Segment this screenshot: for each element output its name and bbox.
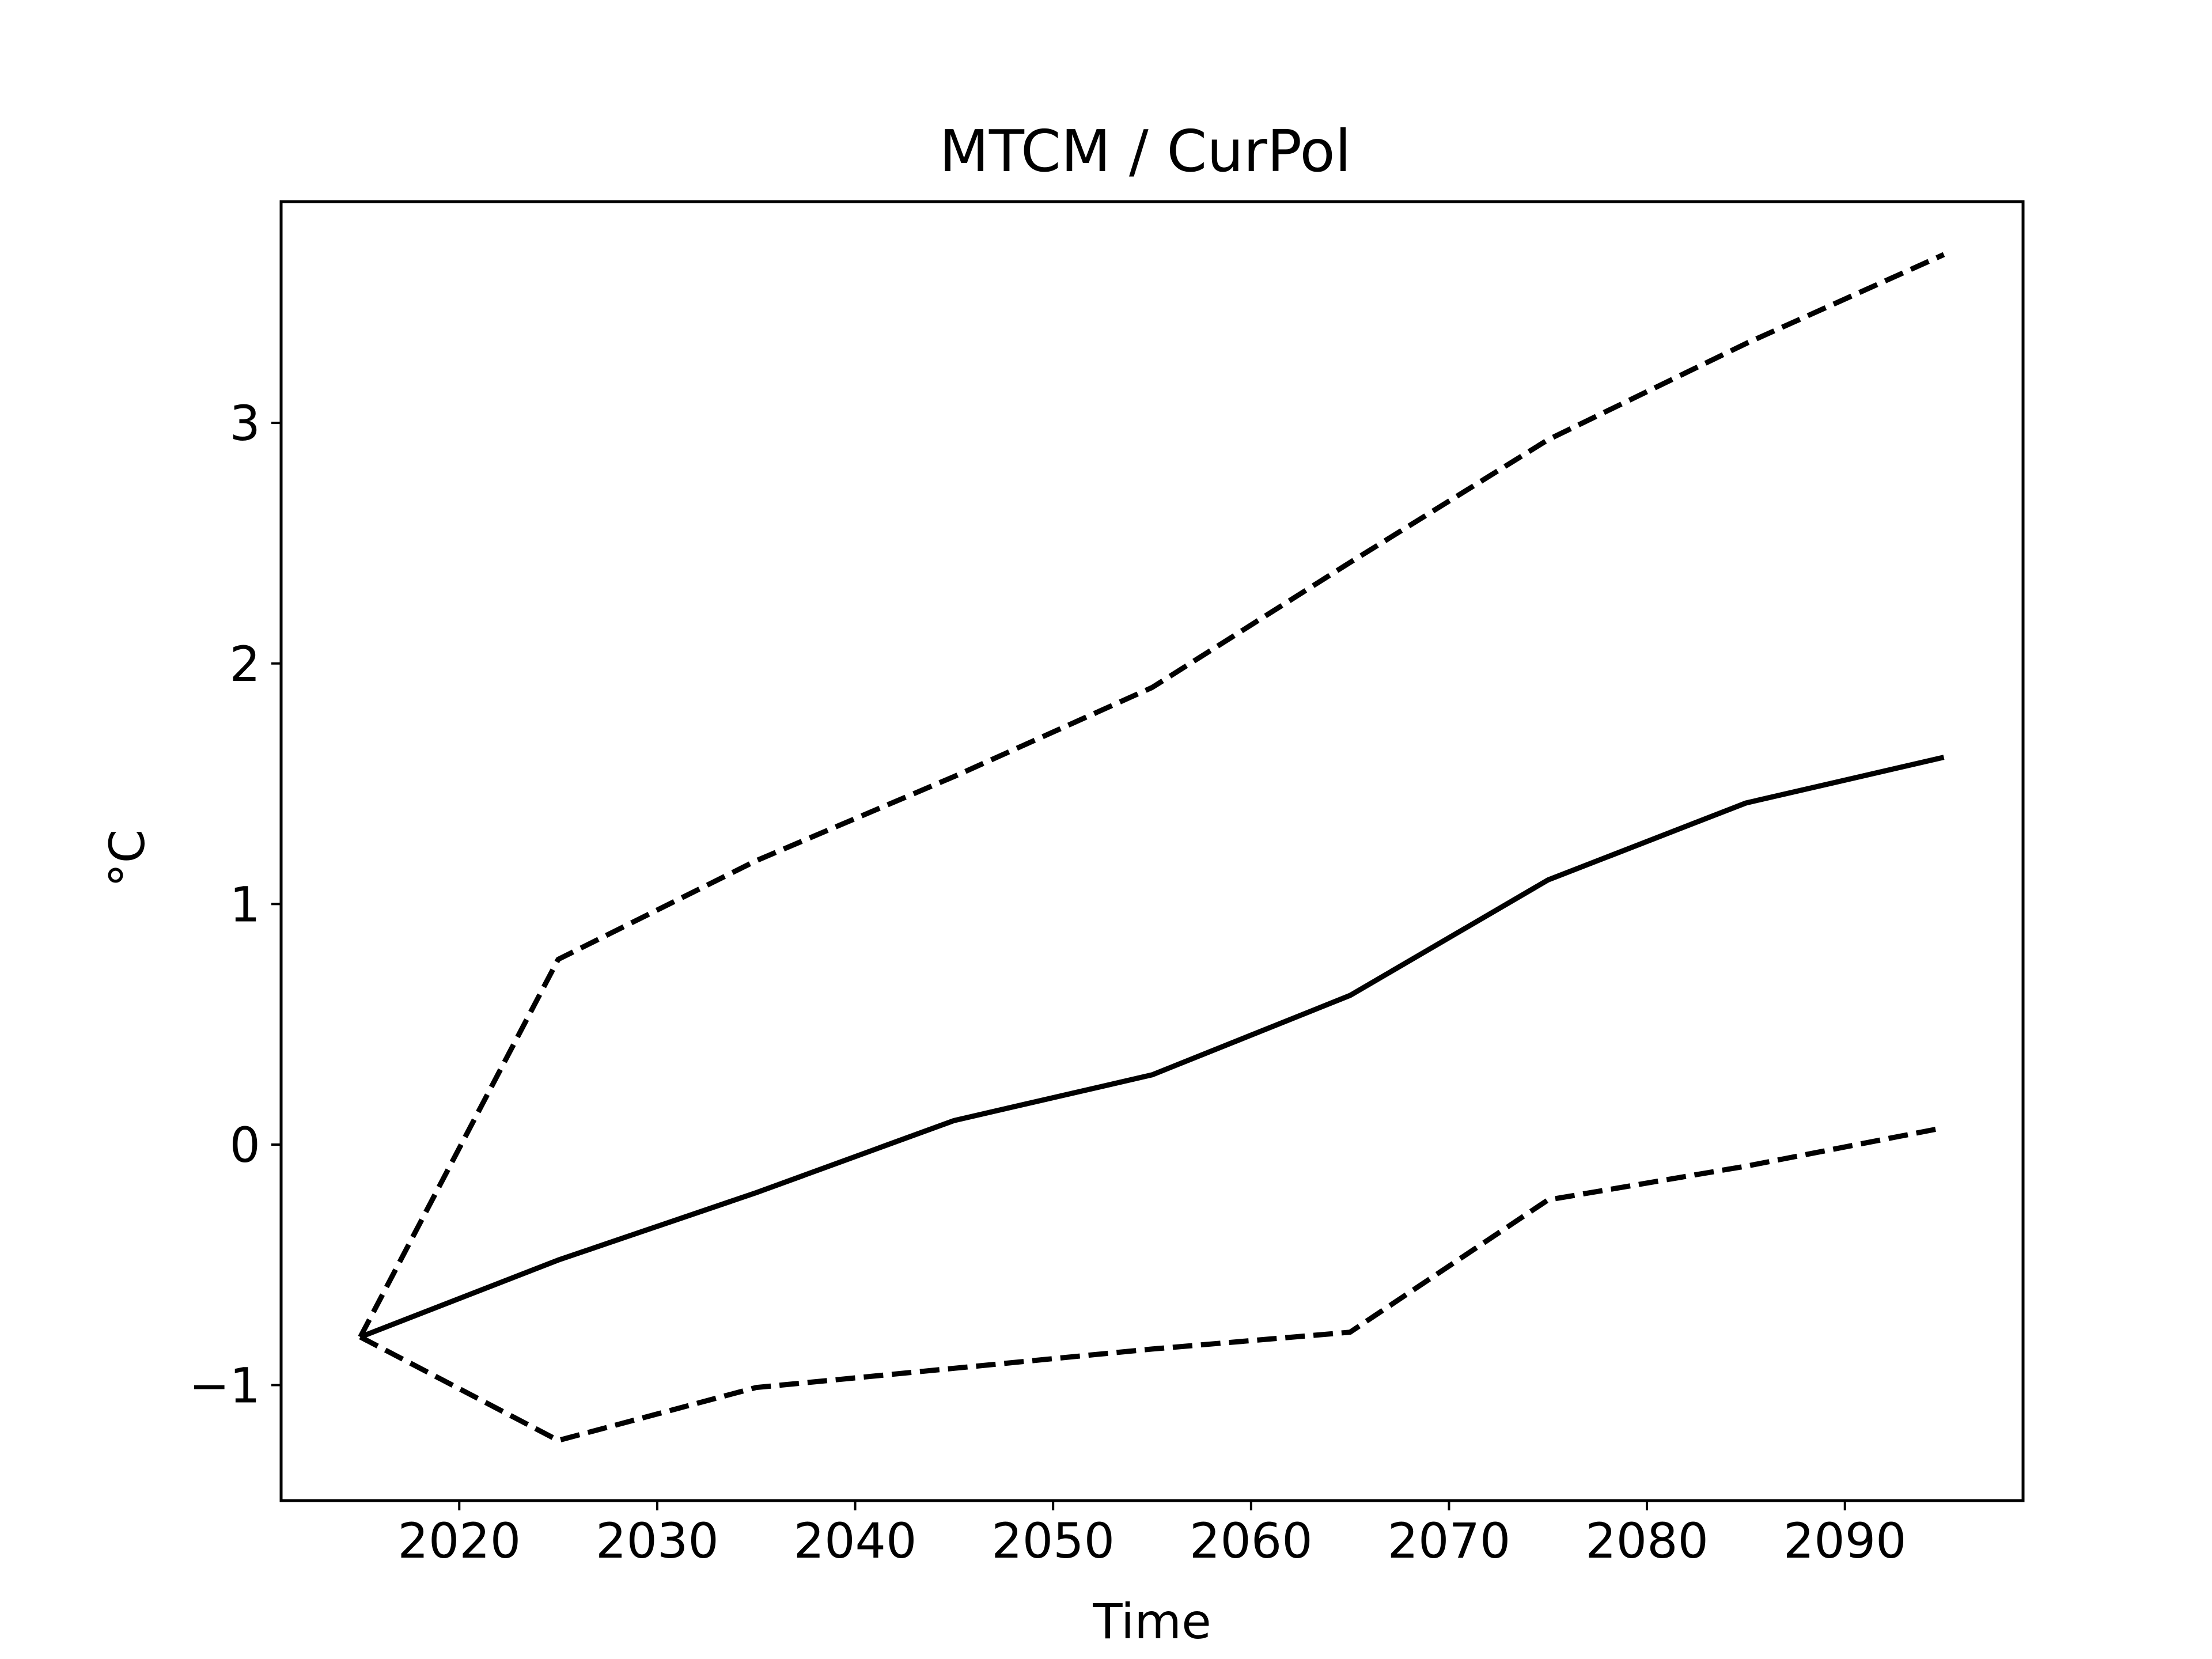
dashed-series-line-2 — [359, 1125, 1945, 1444]
solid-series-line-0 — [359, 755, 1945, 1340]
x-tick-label: 2020 — [397, 1513, 521, 1569]
x-tick-label: 2060 — [1190, 1513, 1313, 1569]
x-tick-label: 2070 — [1388, 1513, 1511, 1569]
x-tick-label: 2080 — [1585, 1513, 1709, 1569]
y-tick-label: 2 — [230, 636, 260, 692]
x-tick-label: 2040 — [794, 1513, 917, 1569]
y-tick-label: 0 — [230, 1117, 260, 1173]
y-tick-label: 1 — [230, 876, 260, 933]
x-tick-label: 2050 — [991, 1513, 1115, 1569]
plot-area-frame — [279, 200, 2025, 1502]
x-axis-ticks: 2020 2030 2040 2050 2060 2070 2080 2090 — [397, 1501, 1907, 1569]
x-tick-label: 2090 — [1783, 1513, 1907, 1569]
y-axis-label: °C — [99, 830, 156, 888]
x-axis-label: Time — [1092, 1593, 1211, 1650]
dashed-series-line-1 — [358, 252, 1945, 1339]
x-tick-label: 2030 — [596, 1513, 719, 1569]
y-axis-ticks: −1 0 1 2 3 — [189, 395, 281, 1414]
y-tick-label: −1 — [189, 1358, 260, 1414]
y-tick-label: 3 — [230, 395, 260, 452]
series-layer — [358, 252, 1945, 1444]
chart-title: MTCM / CurPol — [940, 118, 1351, 185]
